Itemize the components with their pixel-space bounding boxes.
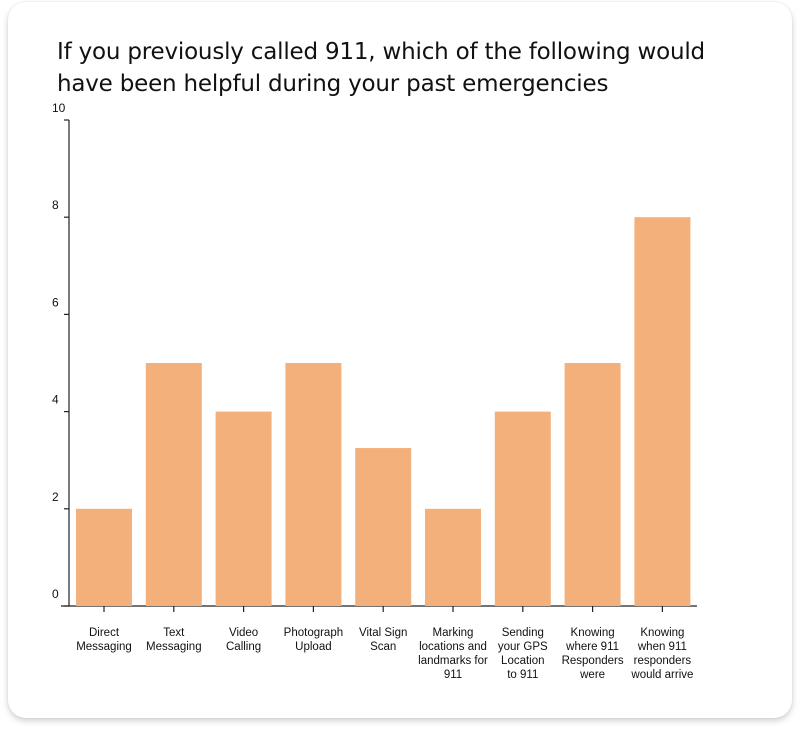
bar xyxy=(494,411,551,606)
y-tick-label: 8 xyxy=(52,198,59,212)
x-axis-labels: Direct Messaging Text Messaging Video Calling… xyxy=(76,606,693,681)
bar xyxy=(145,363,202,606)
bar xyxy=(285,363,342,606)
chart-bars xyxy=(76,217,691,606)
x-tick-label: Sending your GPS Location to 911 xyxy=(498,627,548,681)
bar xyxy=(634,217,691,606)
bar xyxy=(215,411,272,606)
bar xyxy=(355,448,412,606)
chart-title: If you previously called 911, which of t… xyxy=(57,39,705,97)
x-tick-label: Knowing where 911 Responders were xyxy=(562,627,624,681)
y-tick-label: 10 xyxy=(52,101,66,115)
y-tick-label: 4 xyxy=(52,393,59,407)
x-tick-label: Direct Messaging xyxy=(76,627,132,653)
y-axis-ticks: 0 2 4 6 8 10 xyxy=(52,101,69,607)
x-tick-label: Marking locations and landmarks for 911 xyxy=(418,627,488,681)
x-tick-label: Vital Sign Scan xyxy=(359,627,407,653)
x-tick-label: Knowing when 911 responders would arrive xyxy=(630,627,693,681)
bar xyxy=(425,508,481,606)
y-tick-label: 6 xyxy=(52,295,59,309)
bar xyxy=(76,508,132,606)
x-tick-label: Video Calling xyxy=(226,627,261,653)
y-tick-label: 0 xyxy=(52,587,59,601)
y-tick-label: 2 xyxy=(52,490,59,504)
x-tick-label: Photograph Upload xyxy=(284,627,343,653)
x-tick-label: Text Messaging xyxy=(146,627,202,653)
bar xyxy=(564,363,621,606)
